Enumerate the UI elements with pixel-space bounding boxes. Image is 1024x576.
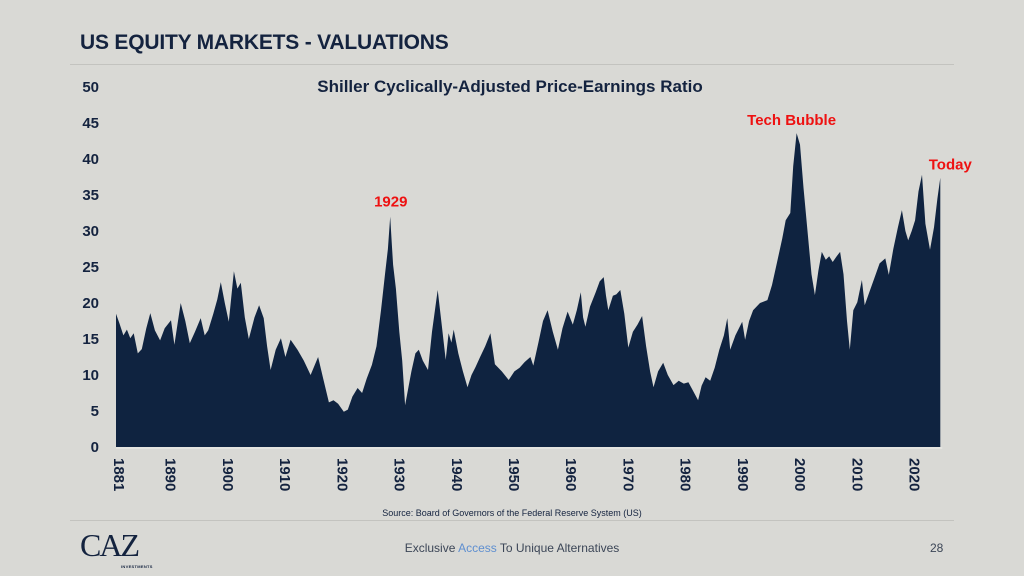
y-tick-label: 5 — [91, 403, 99, 420]
annotation-1929: 1929 — [374, 194, 407, 211]
y-tick-label: 35 — [82, 187, 99, 204]
x-tick-label: 1960 — [562, 458, 579, 491]
slide-title: US EQUITY MARKETS - VALUATIONS — [80, 31, 449, 54]
y-tick-label: 30 — [82, 223, 99, 240]
logo-subtext: INVESTMENTS — [121, 564, 153, 569]
y-tick-label: 0 — [91, 439, 99, 456]
x-tick-label: 2000 — [791, 458, 808, 491]
chart-title: Shiller Cyclically-Adjusted Price-Earnin… — [317, 77, 702, 96]
x-tick-label: 1881 — [110, 458, 127, 491]
x-tick-label: 1940 — [448, 458, 465, 491]
x-tick-label: 1970 — [619, 458, 636, 491]
title-divider — [70, 64, 954, 65]
y-axis: 0 5 10 15 20 25 30 35 40 45 50 — [82, 79, 99, 456]
x-axis: 1881 1890 1900 1910 1920 1930 1940 1950 1960 1970… — [110, 458, 923, 491]
x-tick-label: 1920 — [333, 458, 350, 491]
annotations: 1929 Tech Bubble Today — [374, 112, 972, 211]
y-tick-label: 15 — [82, 331, 99, 348]
annotation-tech-bubble: Tech Bubble — [747, 112, 836, 129]
x-tick-label: 1930 — [391, 458, 408, 491]
x-tick-label: 1910 — [276, 458, 293, 491]
footer-tagline: Exclusive Access To Unique Alternatives — [0, 541, 1024, 555]
y-tick-label: 45 — [82, 115, 99, 132]
x-tick-label: 1980 — [677, 458, 694, 491]
logo-text: CAZ — [80, 527, 140, 563]
x-tick-label: 2020 — [906, 458, 923, 491]
x-tick-label: 1890 — [162, 458, 179, 491]
x-tick-label: 1990 — [734, 458, 751, 491]
x-tick-label: 2010 — [848, 458, 865, 491]
source-note: Source: Board of Governors of the Federa… — [382, 508, 642, 518]
page-number: 28 — [930, 541, 944, 555]
x-tick-label: 1950 — [505, 458, 522, 491]
tagline-post: To Unique Alternatives — [499, 541, 620, 555]
y-tick-label: 25 — [82, 259, 99, 276]
cape-area-series — [116, 133, 941, 447]
annotation-today: Today — [929, 157, 973, 174]
cape-chart: Shiller Cyclically-Adjusted Price-Earnin… — [82, 77, 972, 518]
y-tick-label: 50 — [82, 79, 99, 96]
caz-logo: CAZ INVESTMENTS — [80, 529, 160, 573]
y-tick-label: 20 — [82, 295, 99, 312]
footer-divider — [70, 520, 954, 521]
tagline-accent: Access — [458, 541, 497, 555]
y-tick-label: 10 — [82, 367, 99, 384]
tagline-pre: Exclusive — [404, 541, 456, 555]
y-tick-label: 40 — [82, 151, 99, 168]
x-tick-label: 1900 — [219, 458, 236, 491]
